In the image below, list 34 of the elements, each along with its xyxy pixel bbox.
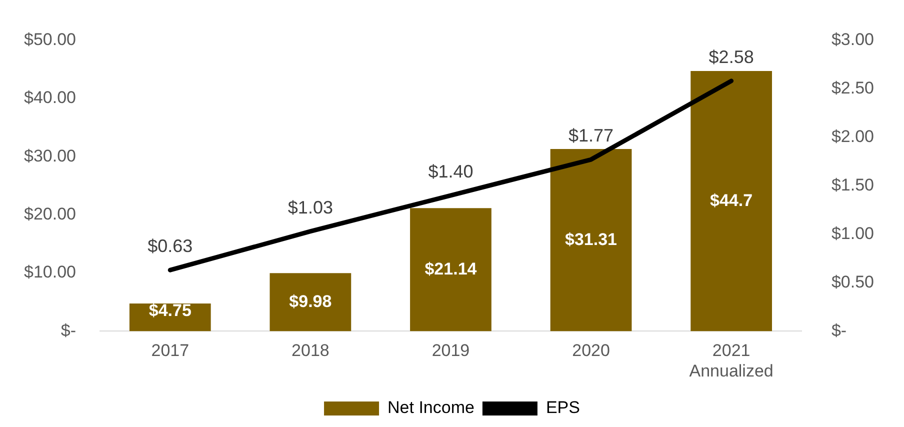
y-tick-label: $50.00 xyxy=(24,30,76,49)
data-label: $9.98 xyxy=(289,292,332,311)
y-tick-label: $20.00 xyxy=(24,204,76,224)
bar xyxy=(410,208,492,332)
legend-label: Net Income xyxy=(388,398,474,418)
data-label: $21.14 xyxy=(424,259,478,278)
x-tick-label: 2017 xyxy=(151,341,190,360)
data-label: $0.63 xyxy=(148,236,193,256)
data-label: $2.58 xyxy=(708,46,754,67)
data-label: $1.77 xyxy=(568,125,614,146)
x-tick-label: 2019 xyxy=(432,341,470,360)
bar xyxy=(270,273,352,332)
y2-tick-label: $2.00 xyxy=(831,126,874,146)
x-tick-label: 2018 xyxy=(292,341,330,360)
y2-tick-label: $- xyxy=(831,320,847,340)
data-label: $44.7 xyxy=(710,190,753,210)
data-label: $1.03 xyxy=(288,197,333,218)
y-tick-label: $10.00 xyxy=(24,262,76,282)
legend-label: EPS xyxy=(546,398,580,418)
y-tick-label: $30.00 xyxy=(24,146,76,166)
x-tick-label: 2020 xyxy=(572,341,610,360)
data-label: $4.75 xyxy=(148,300,192,320)
x-tick-label: 2021 Annualized xyxy=(689,341,774,380)
data-label: $1.40 xyxy=(428,161,474,182)
y2-tick-label: $1.00 xyxy=(831,224,874,243)
y2-tick-label: $1.50 xyxy=(831,175,874,194)
y2-tick-label: $3.00 xyxy=(831,30,874,49)
data-label: $31.31 xyxy=(565,230,618,249)
bar xyxy=(690,71,772,332)
y-tick-label: $40.00 xyxy=(24,88,76,108)
y-tick-label: $- xyxy=(60,320,76,340)
y2-tick-label: $2.50 xyxy=(831,78,874,98)
y2-tick-label: $0.50 xyxy=(831,272,874,292)
bar xyxy=(550,148,632,332)
